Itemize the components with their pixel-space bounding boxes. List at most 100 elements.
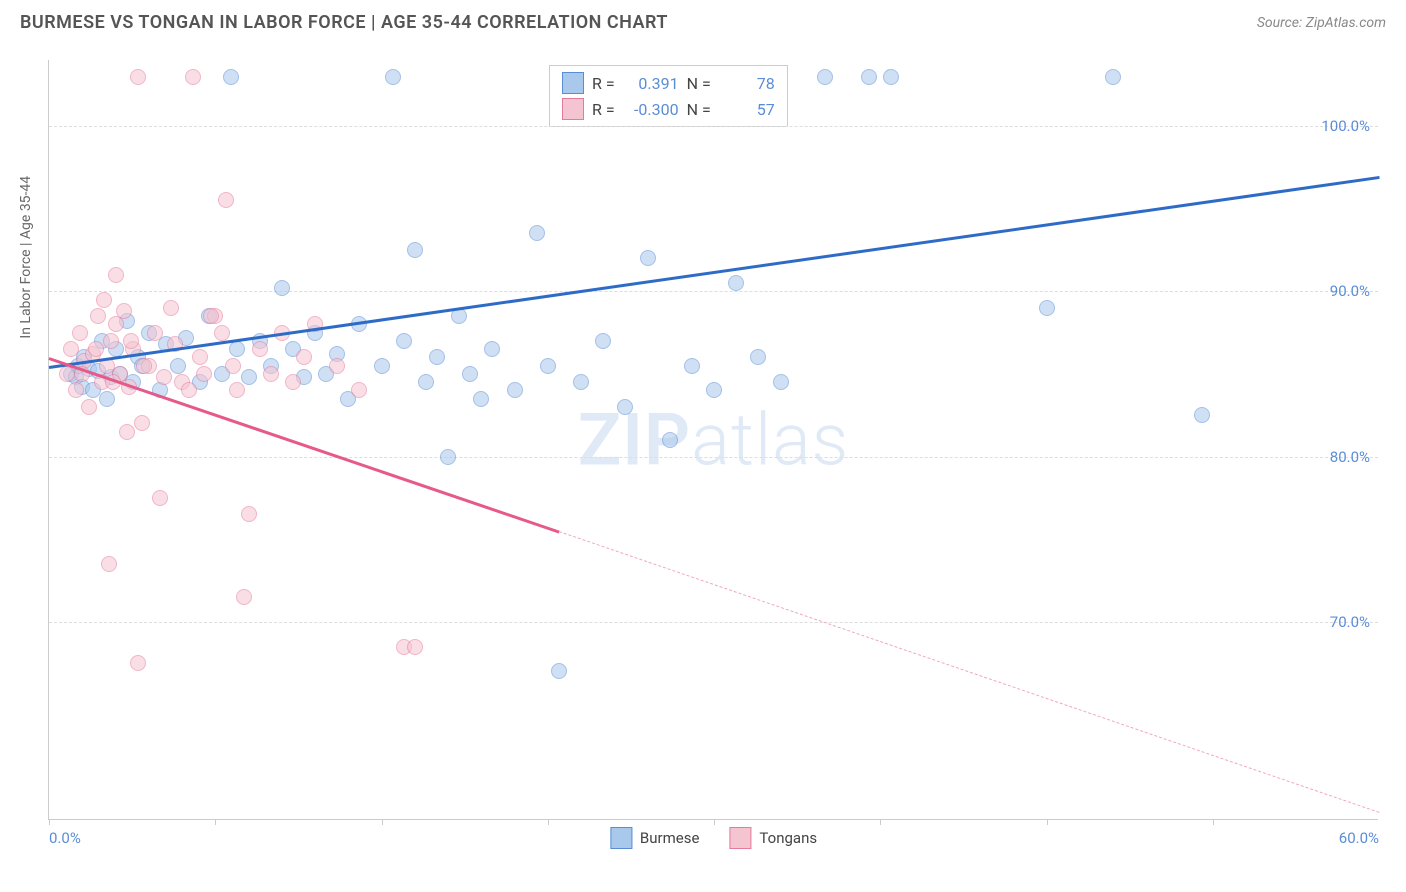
data-point xyxy=(134,415,150,431)
source-label: Source: ZipAtlas.com xyxy=(1257,15,1386,31)
data-point xyxy=(462,366,478,382)
data-point xyxy=(241,506,257,522)
data-point xyxy=(418,374,434,390)
data-point xyxy=(374,358,390,374)
data-point xyxy=(203,308,219,324)
trend-line xyxy=(49,176,1379,369)
data-point xyxy=(218,192,234,208)
data-point xyxy=(573,374,589,390)
x-tick-mark xyxy=(714,819,715,825)
data-point xyxy=(817,69,833,85)
data-point xyxy=(861,69,877,85)
data-point xyxy=(883,69,899,85)
x-tick-mark xyxy=(49,819,50,825)
n-value: 78 xyxy=(719,74,775,93)
data-point xyxy=(185,69,201,85)
x-tick-mark xyxy=(1047,819,1048,825)
gridline xyxy=(49,291,1378,292)
data-point xyxy=(72,325,88,341)
data-point xyxy=(108,316,124,332)
x-tick-mark xyxy=(382,819,383,825)
data-point xyxy=(63,341,79,357)
y-tick-label: 80.0% xyxy=(1330,448,1370,466)
data-point xyxy=(750,349,766,365)
data-point xyxy=(223,69,239,85)
data-point xyxy=(329,358,345,374)
legend-label: Tongans xyxy=(759,829,817,847)
data-point xyxy=(706,382,722,398)
stats-row-tongans: R = -0.300 N = 57 xyxy=(562,96,775,122)
data-point xyxy=(640,250,656,266)
x-tick-mark xyxy=(215,819,216,825)
r-label: R = xyxy=(592,100,615,119)
data-point xyxy=(130,655,146,671)
data-point xyxy=(181,382,197,398)
gridline xyxy=(49,622,1378,623)
data-point xyxy=(59,366,75,382)
data-point xyxy=(1039,300,1055,316)
data-point xyxy=(229,341,245,357)
data-point xyxy=(130,69,146,85)
swatch-burmese xyxy=(610,827,632,849)
y-tick-label: 100.0% xyxy=(1321,117,1370,135)
r-value: -0.300 xyxy=(623,100,679,119)
data-point xyxy=(99,391,115,407)
data-point xyxy=(473,391,489,407)
n-label: N = xyxy=(687,74,711,93)
r-label: R = xyxy=(592,74,615,93)
data-point xyxy=(440,449,456,465)
gridline xyxy=(49,126,1378,127)
data-point xyxy=(68,382,84,398)
data-point xyxy=(90,308,106,324)
gridline xyxy=(49,457,1378,458)
data-point xyxy=(551,663,567,679)
data-point xyxy=(156,369,172,385)
data-point xyxy=(236,589,252,605)
data-point xyxy=(225,358,241,374)
data-point xyxy=(241,369,257,385)
data-point xyxy=(103,333,119,349)
n-label: N = xyxy=(687,100,711,119)
r-value: 0.391 xyxy=(623,74,679,93)
data-point xyxy=(351,382,367,398)
data-point xyxy=(285,374,301,390)
data-point xyxy=(484,341,500,357)
data-point xyxy=(119,424,135,440)
x-tick-label: 0.0% xyxy=(49,829,81,847)
data-point xyxy=(252,341,268,357)
data-point xyxy=(429,349,445,365)
data-point xyxy=(407,639,423,655)
data-point xyxy=(136,358,152,374)
data-point xyxy=(662,432,678,448)
data-point xyxy=(196,366,212,382)
data-point xyxy=(147,325,163,341)
x-tick-label: 60.0% xyxy=(1339,829,1379,847)
data-point xyxy=(1194,407,1210,423)
data-point xyxy=(263,366,279,382)
data-point xyxy=(152,490,168,506)
data-point xyxy=(507,382,523,398)
data-point xyxy=(296,349,312,365)
data-point xyxy=(123,333,139,349)
legend-label: Burmese xyxy=(640,829,700,847)
data-point xyxy=(773,374,789,390)
data-point xyxy=(1105,69,1121,85)
y-tick-label: 90.0% xyxy=(1330,282,1370,300)
data-point xyxy=(101,556,117,572)
data-point xyxy=(192,349,208,365)
data-point xyxy=(529,225,545,241)
n-value: 57 xyxy=(719,100,775,119)
legend-item-burmese: Burmese xyxy=(610,827,700,849)
x-tick-mark xyxy=(880,819,881,825)
y-axis-label: In Labor Force | Age 35-44 xyxy=(18,176,34,339)
y-tick-label: 70.0% xyxy=(1330,613,1370,631)
data-point xyxy=(396,333,412,349)
data-point xyxy=(595,333,611,349)
data-point xyxy=(684,358,700,374)
data-point xyxy=(96,292,112,308)
stats-row-burmese: R = 0.391 N = 78 xyxy=(562,70,775,96)
swatch-tongans xyxy=(562,98,584,120)
scatter-chart: ZIPatlas R = 0.391 N = 78 R = -0.300 N =… xyxy=(48,60,1378,820)
data-point xyxy=(229,382,245,398)
correlation-stats-box: R = 0.391 N = 78 R = -0.300 N = 57 xyxy=(549,65,788,127)
